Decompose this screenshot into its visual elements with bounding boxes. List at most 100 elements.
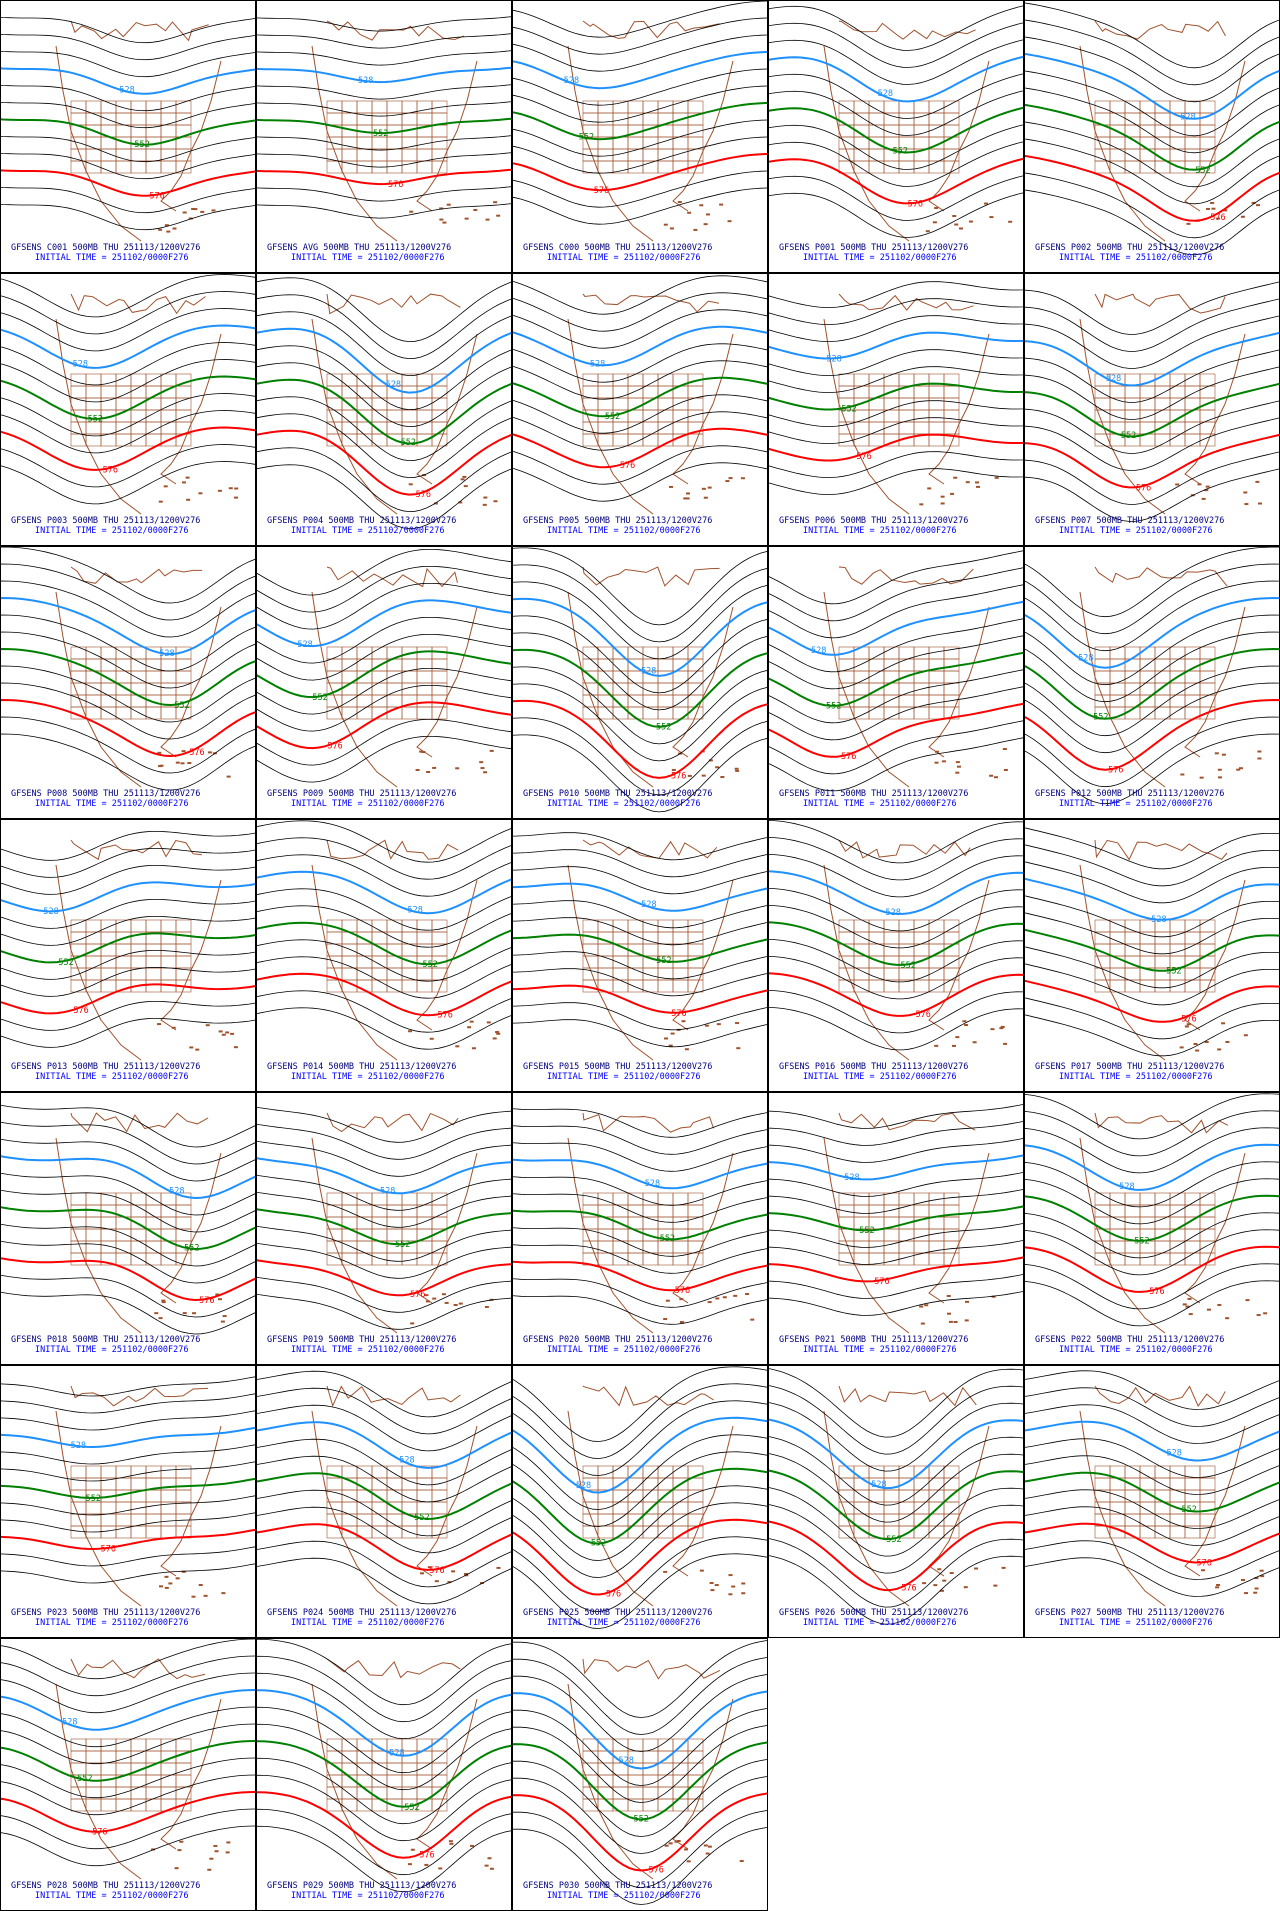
state-border — [1199, 682, 1216, 696]
coastline — [582, 566, 720, 587]
island — [991, 1295, 996, 1298]
contour-line — [1025, 1245, 1279, 1293]
state-border — [1199, 979, 1216, 993]
state-border — [431, 1786, 448, 1800]
state-border — [85, 979, 102, 993]
island — [1243, 1034, 1248, 1037]
state-border — [582, 433, 599, 447]
contour-label: 576 — [671, 772, 686, 782]
contour-line — [769, 600, 1023, 656]
panel-title: GFSENS P022 500MB THU 251113/1200V276 — [1035, 1335, 1224, 1345]
coastline — [311, 591, 398, 788]
island — [1245, 1299, 1250, 1302]
contour-line — [769, 1453, 1023, 1523]
island — [710, 1589, 715, 1592]
state-border — [1154, 112, 1171, 126]
state-border — [70, 1228, 87, 1242]
contour-line — [1, 563, 255, 621]
contour-line — [769, 1504, 1023, 1574]
state-border — [1094, 931, 1111, 945]
state-border — [431, 706, 448, 720]
contour-line — [1025, 1557, 1279, 1597]
state-border — [898, 646, 915, 660]
coastline — [823, 45, 910, 242]
contour-line — [769, 1487, 1023, 1557]
contour-line — [257, 685, 511, 732]
contour-label: 528 — [1119, 1182, 1134, 1192]
state-border — [356, 1204, 373, 1218]
contour-line — [1, 1757, 255, 1799]
contour-line — [1025, 979, 1279, 1023]
state-border — [687, 1762, 704, 1776]
island — [438, 1867, 443, 1870]
contour-line — [1, 1461, 255, 1482]
island — [228, 487, 233, 490]
contour-line — [257, 1825, 511, 1893]
state-border — [928, 670, 945, 684]
island — [496, 1566, 501, 1569]
contour-line — [1025, 997, 1279, 1040]
state-border — [115, 1525, 132, 1539]
contour-line — [257, 1689, 511, 1757]
state-border — [341, 1750, 358, 1764]
state-border — [341, 1738, 358, 1752]
state-border — [627, 1252, 644, 1266]
island — [1000, 1025, 1005, 1028]
state-border — [883, 1465, 900, 1479]
state-border — [1109, 943, 1126, 957]
island — [1195, 1049, 1200, 1052]
state-border — [371, 1204, 388, 1218]
contour-line — [1, 135, 255, 163]
state-border — [85, 646, 102, 660]
state-border — [1124, 979, 1141, 993]
state-border — [160, 421, 177, 435]
state-border — [386, 979, 403, 993]
contour-line — [769, 720, 1023, 775]
island — [215, 1293, 220, 1296]
contour-label: 552 — [184, 1243, 199, 1253]
island — [174, 1867, 179, 1870]
state-border — [657, 397, 674, 411]
contour-line — [769, 686, 1023, 741]
state-border — [1094, 919, 1111, 933]
state-border — [175, 1489, 192, 1503]
state-border — [687, 1204, 704, 1218]
state-border — [1139, 1501, 1156, 1515]
state-border — [341, 433, 358, 447]
state-border — [657, 148, 674, 162]
contour-line — [257, 1276, 511, 1313]
contour-line — [1, 274, 255, 318]
island — [934, 761, 939, 764]
state-border — [326, 1489, 343, 1503]
island — [734, 767, 739, 770]
contour-line — [257, 905, 511, 948]
state-border — [341, 421, 358, 435]
state-border — [85, 919, 102, 933]
contour-line — [1, 84, 255, 112]
state-border — [1109, 682, 1126, 696]
island — [677, 201, 682, 204]
state-border — [1124, 148, 1141, 162]
state-border — [341, 1798, 358, 1812]
coastline — [672, 60, 734, 212]
contour-line — [1, 848, 255, 878]
contour-line — [769, 382, 1023, 411]
contour-label: 552 — [901, 961, 916, 971]
coastline — [326, 293, 461, 315]
contour-line — [513, 68, 767, 106]
state-border — [371, 1216, 388, 1230]
contour-line — [513, 632, 767, 711]
island — [180, 762, 185, 765]
state-border — [175, 919, 192, 933]
contour-line — [769, 451, 1023, 478]
contour-line — [513, 666, 767, 745]
state-border — [70, 373, 87, 387]
state-border — [838, 373, 855, 387]
island — [448, 1840, 453, 1843]
state-border — [1124, 1489, 1141, 1503]
contour-label: 576 — [675, 1286, 690, 1296]
island — [151, 1848, 156, 1851]
contour-label: 552 — [660, 1234, 675, 1244]
state-border — [401, 919, 418, 933]
